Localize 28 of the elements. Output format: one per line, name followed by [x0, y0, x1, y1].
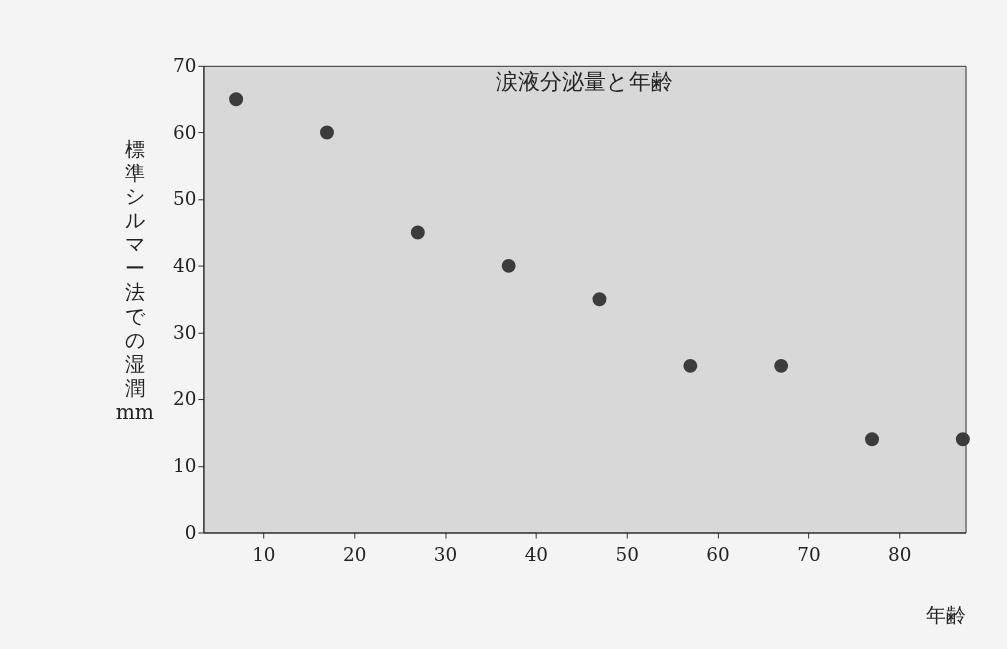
x-tick-label: 70: [797, 543, 821, 565]
x-tick-label: 20: [342, 543, 367, 565]
y-tick-label: 20: [173, 388, 197, 410]
text: 標準シルマー法での湿潤mm: [115, 136, 155, 424]
y-tick-label: 70: [173, 54, 197, 76]
x-tick-label: 50: [615, 543, 639, 565]
point: [501, 258, 516, 273]
point: [683, 358, 698, 373]
x-tick-label: 10: [252, 543, 276, 565]
y-tick-label: 50: [173, 188, 197, 210]
y-tick-label: 10: [173, 454, 197, 476]
point: [319, 125, 334, 140]
x-axis-title: 年齢: [926, 603, 967, 628]
y-tick-label: 60: [173, 121, 197, 143]
y-tick-label: 40: [173, 254, 197, 276]
point: [955, 432, 970, 447]
point: [229, 92, 244, 107]
x-tick-label: 80: [888, 543, 912, 565]
point: [410, 225, 425, 240]
x-tick-label: 30: [433, 543, 458, 565]
x-tick-label: 40: [524, 543, 549, 565]
point: [865, 432, 879, 447]
chart-title: 涙液分泌量と年齢: [496, 67, 673, 94]
x-tick-label: 60: [706, 543, 730, 565]
point: [592, 292, 607, 307]
y-tick-label: 30: [173, 321, 197, 343]
y-tick-label: 0: [184, 521, 197, 543]
point: [774, 358, 789, 373]
